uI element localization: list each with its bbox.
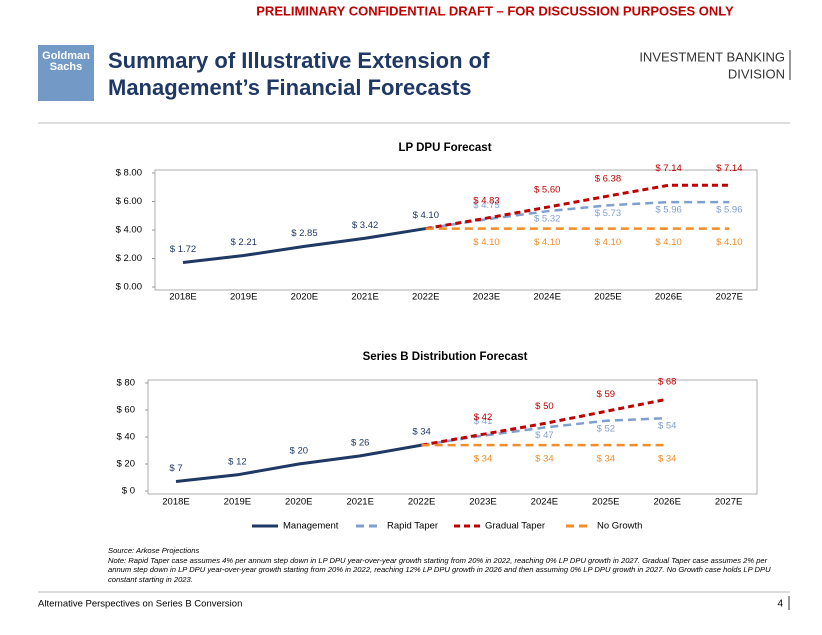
x-tick-label: 2027E bbox=[716, 292, 743, 303]
value-label: $ 42 bbox=[474, 412, 493, 423]
x-tick-label: 2021E bbox=[351, 292, 378, 303]
value-label: $ 12 bbox=[228, 456, 247, 467]
value-label: $ 1.72 bbox=[170, 244, 196, 255]
series-line bbox=[421, 397, 668, 447]
logo-text: Sachs bbox=[50, 61, 82, 73]
chart-title: Series B Distribution Forecast bbox=[363, 351, 528, 363]
value-label: $ 34 bbox=[474, 454, 493, 465]
value-label: $ 34 bbox=[658, 454, 677, 465]
value-label: $ 41 bbox=[474, 416, 493, 427]
value-label: $ 4.75 bbox=[473, 200, 499, 211]
value-label: $ 4.10 bbox=[413, 210, 439, 221]
value-label: $ 2.85 bbox=[291, 228, 317, 239]
value-label: $ 3.42 bbox=[352, 220, 378, 231]
x-tick-label: 2027E bbox=[715, 497, 742, 508]
value-label: $ 52 bbox=[597, 423, 616, 434]
x-tick-label: 2018E bbox=[162, 497, 189, 508]
value-label: $ 7.14 bbox=[716, 163, 742, 174]
slide-title: Summary of Illustrative Extension of bbox=[108, 48, 490, 73]
value-label: $ 2.21 bbox=[230, 237, 256, 248]
value-label: $ 47 bbox=[535, 430, 554, 441]
plot-frame bbox=[147, 379, 758, 495]
x-tick-label: 2019E bbox=[224, 497, 251, 508]
value-label: $ 4.10 bbox=[473, 237, 499, 248]
value-label: $ 4.10 bbox=[655, 237, 681, 248]
value-label: $ 7.14 bbox=[655, 163, 681, 174]
legend-label: Rapid Taper bbox=[387, 521, 438, 532]
value-label: $ 6.38 bbox=[595, 174, 621, 185]
y-tick-label: $ 4.00 bbox=[116, 225, 142, 236]
x-tick-label: 2024E bbox=[533, 292, 560, 303]
x-tick-label: 2020E bbox=[291, 292, 318, 303]
x-tick-label: 2019E bbox=[230, 292, 257, 303]
x-tick-label: 2025E bbox=[592, 497, 619, 508]
y-tick-label: $ 20 bbox=[117, 459, 136, 470]
value-label: $ 59 bbox=[597, 389, 616, 400]
value-label: $ 5.73 bbox=[595, 208, 621, 219]
x-tick-label: 2024E bbox=[531, 497, 558, 508]
value-label: $ 5.96 bbox=[716, 205, 742, 216]
y-tick-label: $ 40 bbox=[117, 432, 136, 443]
y-tick-label: $ 2.00 bbox=[116, 253, 142, 264]
legend-label: Management bbox=[283, 521, 339, 532]
x-tick-label: 2021E bbox=[346, 497, 373, 508]
value-label: $ 68 bbox=[658, 377, 677, 388]
value-label: $ 34 bbox=[535, 454, 554, 465]
plot-frame bbox=[154, 169, 758, 291]
value-label: $ 5.60 bbox=[534, 185, 560, 196]
value-label: $ 26 bbox=[351, 437, 370, 448]
y-tick-label: $ 0.00 bbox=[116, 282, 142, 293]
value-label: $ 54 bbox=[658, 421, 677, 432]
value-label: $ 50 bbox=[535, 401, 554, 412]
y-tick-label: $ 0 bbox=[122, 486, 135, 497]
x-tick-label: 2022E bbox=[408, 497, 435, 508]
value-label: $ 20 bbox=[290, 446, 309, 457]
x-tick-label: 2020E bbox=[285, 497, 312, 508]
x-tick-label: 2023E bbox=[473, 292, 500, 303]
chart-title: LP DPU Forecast bbox=[398, 142, 491, 154]
logo-box bbox=[38, 45, 94, 101]
value-label: $ 34 bbox=[412, 427, 431, 438]
notes: Source: Arkose Projections Note: Rapid T… bbox=[108, 546, 773, 584]
footer: Alternative Perspectives on Series B Con… bbox=[38, 599, 242, 610]
x-tick-label: 2018E bbox=[169, 292, 196, 303]
note: Note: Rapid Taper case assumes 4% per an… bbox=[108, 555, 771, 584]
banner: PRELIMINARY CONFIDENTIAL DRAFT – FOR DIS… bbox=[256, 3, 734, 18]
y-tick-label: $ 6.00 bbox=[116, 196, 142, 207]
x-tick-label: 2026E bbox=[655, 292, 682, 303]
series-line bbox=[175, 443, 422, 484]
value-label: $ 4.10 bbox=[534, 237, 560, 248]
legend-label: No Growth bbox=[597, 521, 642, 532]
y-tick-label: $ 80 bbox=[117, 378, 136, 389]
series-line bbox=[182, 227, 427, 264]
legend-label: Gradual Taper bbox=[485, 521, 545, 532]
division: DIVISION bbox=[728, 66, 785, 81]
value-label: $ 5.32 bbox=[534, 214, 560, 225]
value-label: $ 5.96 bbox=[655, 205, 681, 216]
x-tick-label: 2025E bbox=[594, 292, 621, 303]
slide-title: Management’s Financial Forecasts bbox=[108, 75, 472, 100]
value-label: $ 4.10 bbox=[716, 237, 742, 248]
x-tick-label: 2023E bbox=[469, 497, 496, 508]
division: INVESTMENT BANKING bbox=[639, 49, 785, 64]
value-label: $ 7 bbox=[169, 463, 182, 474]
series-line bbox=[425, 200, 730, 230]
value-label: $ 4.10 bbox=[595, 237, 621, 248]
value-label: $ 34 bbox=[597, 454, 616, 465]
source: Source: Arkose Projections bbox=[108, 546, 200, 555]
value-label: $ 4.83 bbox=[473, 196, 499, 207]
y-tick-label: $ 60 bbox=[117, 405, 136, 416]
x-tick-label: 2026E bbox=[653, 497, 680, 508]
logo-text: Goldman bbox=[42, 50, 90, 62]
page-number: 4 bbox=[777, 599, 783, 610]
y-tick-label: $ 8.00 bbox=[116, 168, 142, 179]
x-tick-label: 2022E bbox=[412, 292, 439, 303]
series-line bbox=[425, 183, 730, 231]
